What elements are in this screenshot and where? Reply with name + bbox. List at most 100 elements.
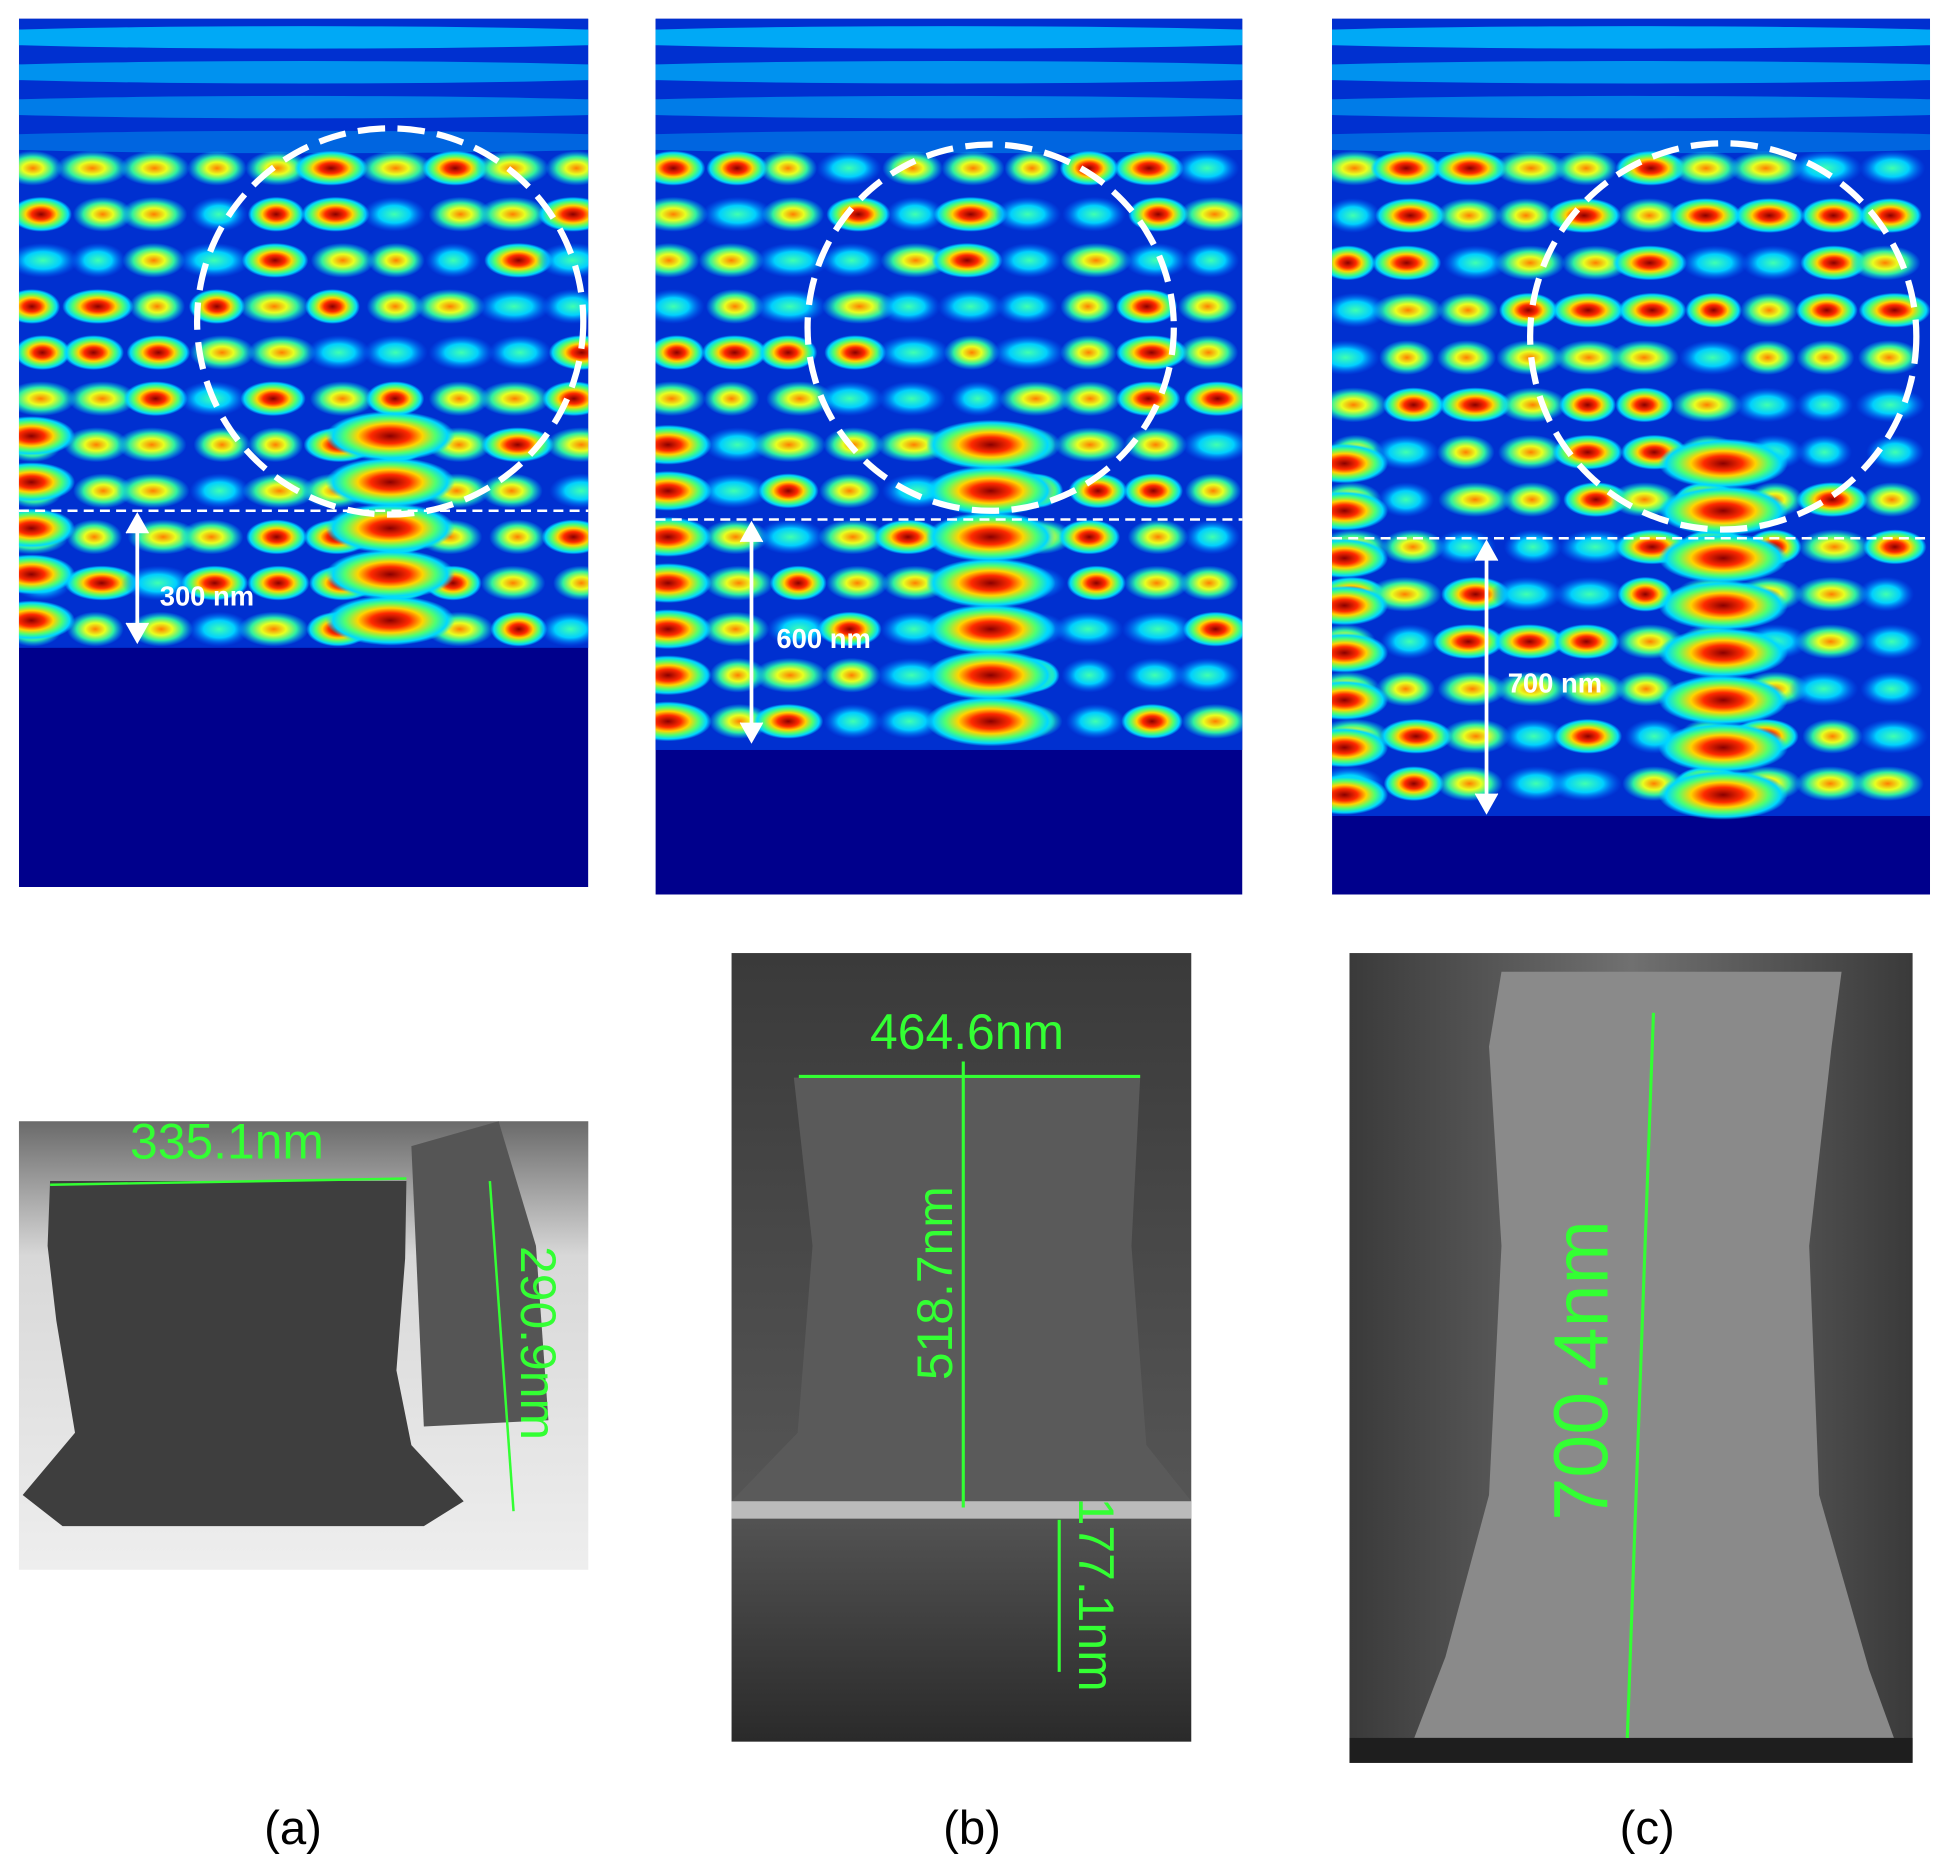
hot-spot — [18, 600, 75, 641]
hot-spot — [1332, 632, 1389, 673]
field-spot — [1433, 150, 1507, 186]
field-spot — [1553, 340, 1624, 375]
hot-spot — [1332, 490, 1389, 531]
field-spot — [815, 381, 885, 417]
field-spot — [1185, 473, 1242, 509]
field-spot — [1795, 576, 1869, 612]
field-spot — [1065, 703, 1126, 739]
field-spot — [703, 427, 772, 463]
field-spot — [1795, 387, 1854, 423]
field-spot — [73, 473, 134, 509]
field-spot — [753, 289, 827, 324]
field-spot — [819, 473, 880, 509]
field-spot — [481, 427, 554, 463]
field-spot — [1740, 292, 1799, 328]
field-spot — [1851, 766, 1924, 802]
field-spot — [246, 519, 308, 555]
field-spot — [1332, 340, 1380, 375]
field-spot — [822, 289, 897, 324]
field-spot — [885, 196, 945, 232]
field-spot — [70, 242, 126, 278]
field-spot — [189, 335, 255, 371]
field-spot — [759, 335, 818, 371]
field-band — [1332, 61, 1931, 84]
field-spot — [294, 150, 368, 186]
hot-spot — [925, 650, 1056, 701]
field-band — [655, 61, 1243, 84]
field-spot — [122, 242, 186, 278]
field-spot — [67, 381, 137, 417]
field-spot — [539, 611, 589, 647]
field-spot — [241, 242, 309, 278]
field-spot — [994, 196, 1062, 232]
field-spot — [1004, 150, 1060, 186]
field-band — [655, 26, 1243, 49]
field-spot — [305, 289, 360, 324]
field-spot — [1124, 427, 1188, 463]
field-spot — [818, 519, 888, 555]
field-spot — [991, 335, 1066, 371]
field-spot — [1383, 766, 1444, 802]
field-spot — [18, 242, 79, 278]
field-spot — [1858, 576, 1915, 612]
field-spot — [758, 473, 819, 509]
field-spot — [1332, 387, 1389, 423]
field-spot — [698, 242, 764, 278]
field-spot — [1181, 703, 1243, 739]
field-spot — [479, 381, 551, 417]
field-spot — [1558, 671, 1626, 707]
hot-spot — [18, 554, 75, 595]
field-band — [1332, 130, 1931, 154]
field-spot — [1739, 340, 1796, 375]
field-spot — [823, 703, 883, 739]
field-spot — [1432, 624, 1504, 660]
field-spot — [116, 427, 187, 463]
field-spot — [950, 381, 1006, 417]
field-spot — [1728, 150, 1803, 186]
field-spot — [1503, 529, 1562, 565]
field-spot — [1859, 198, 1922, 233]
sem-image-c: 700.4nm — [1349, 953, 1913, 1763]
field-spot — [1685, 292, 1742, 328]
field-spot — [1115, 289, 1178, 324]
field-spot — [1615, 387, 1674, 423]
field-spot — [873, 519, 943, 555]
field-spot — [301, 196, 370, 232]
arrow-heads — [125, 512, 150, 645]
field-spot — [1436, 340, 1497, 375]
field-spot — [1802, 718, 1863, 754]
field-spot — [1494, 150, 1568, 186]
field-spot — [1859, 150, 1926, 186]
sem-image-b: 464.6nm 518.7nm 177.1nm — [731, 953, 1192, 1742]
field-spot — [121, 565, 195, 601]
field-spot — [1800, 245, 1868, 281]
panel-label: (c) — [1620, 1802, 1675, 1855]
field-spot — [18, 335, 71, 371]
field-spot — [1796, 340, 1855, 375]
field-spot — [366, 289, 424, 324]
field-spot — [1438, 482, 1512, 518]
field-band — [1332, 95, 1931, 119]
field-spot — [1494, 624, 1565, 660]
hot-spot — [1658, 769, 1789, 820]
field-spot — [1502, 482, 1562, 518]
field-spot — [120, 196, 188, 232]
field-spot — [480, 565, 546, 601]
field-spot — [1863, 529, 1927, 565]
hot-spot — [655, 563, 712, 603]
field-spot — [1174, 657, 1241, 693]
measure-label: 518.7nm — [907, 1186, 963, 1380]
field-spot — [1379, 340, 1435, 375]
field-spot — [875, 657, 948, 693]
field-spot — [1860, 671, 1923, 707]
field-spot — [425, 242, 481, 278]
field-spot — [129, 611, 194, 647]
field-spot — [1442, 245, 1508, 281]
field-spot — [64, 565, 140, 601]
field-spot — [541, 289, 589, 324]
field-spot — [1332, 198, 1381, 233]
field-spot — [1849, 245, 1921, 281]
overlay-b — [655, 141, 1243, 744]
field-spot — [704, 565, 774, 601]
field-spot — [655, 196, 709, 232]
